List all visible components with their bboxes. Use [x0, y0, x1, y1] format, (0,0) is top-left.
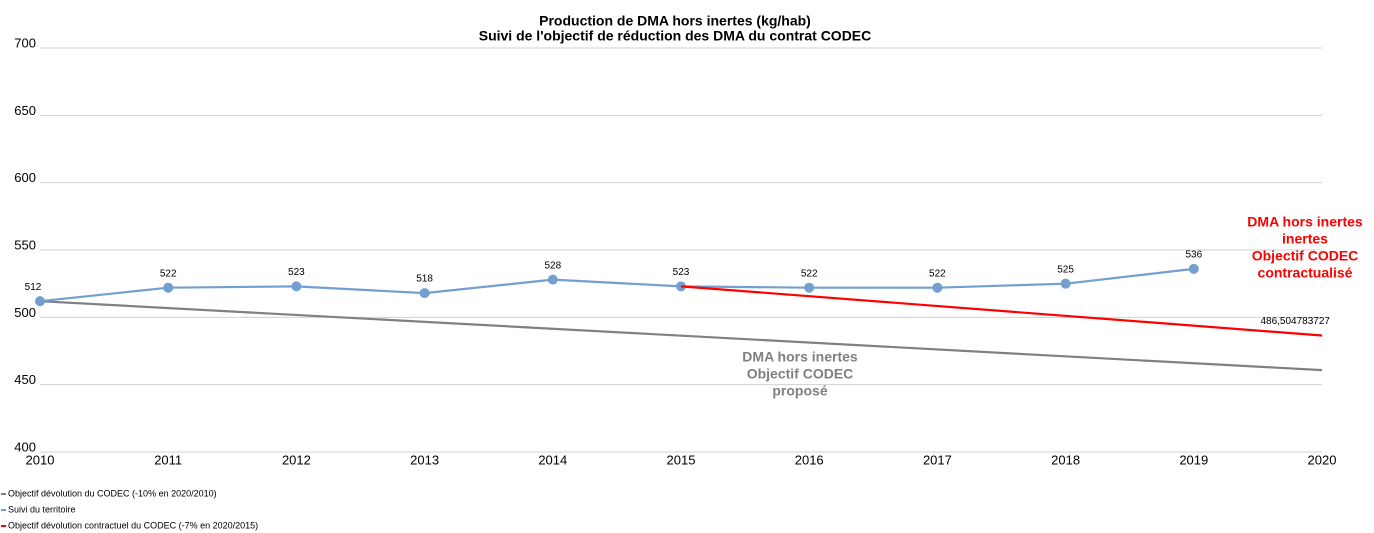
y-tick-label: 550: [14, 237, 36, 252]
point: [547, 274, 558, 285]
y-tick-label: 700: [14, 35, 36, 50]
data-label: 486,504783727: [1260, 316, 1330, 327]
point: [35, 296, 45, 307]
data-label: 525: [1057, 264, 1074, 275]
legend-label: Objectif dévolution du CODEC (-10% en 20…: [8, 488, 217, 498]
x-tick-label: 2015: [667, 452, 696, 467]
annotation: DMA hors inertes: [742, 349, 858, 365]
data-label: 536: [1185, 249, 1202, 260]
x-tick-label: 2010: [26, 452, 55, 467]
y-tick-label: 600: [14, 170, 36, 185]
x-tick-label: 2014: [538, 452, 567, 467]
series-line: [680, 285, 1323, 337]
x-tick-label: 2019: [1179, 452, 1208, 467]
data-label: 528: [544, 260, 561, 271]
point: [1188, 263, 1199, 274]
data-label: 512: [25, 282, 42, 293]
y-tick-label: 450: [14, 372, 36, 387]
legend-label: Suivi du territoire: [8, 504, 76, 514]
point: [163, 282, 174, 293]
x-tick-label: 2020: [1308, 452, 1337, 467]
legend-label: Objectif dévolution contractuel du CODEC…: [8, 520, 258, 530]
x-tick-label: 2017: [923, 452, 952, 467]
x-tick-label: 2018: [1051, 452, 1080, 467]
annotation: inertes: [1282, 231, 1328, 247]
chart-title: Production de DMA hors inertes (kg/hab): [539, 13, 811, 29]
y-tick-label: 650: [14, 103, 36, 118]
y-tick-label: 400: [14, 439, 36, 454]
data-label: 522: [929, 268, 946, 279]
point: [291, 281, 302, 292]
chart-subtitle: Suivi de l'objectif de réduction des DMA…: [479, 28, 872, 44]
point: [419, 288, 430, 299]
x-tick-label: 2016: [795, 452, 824, 467]
annotation: Objectif CODEC: [1252, 248, 1359, 264]
x-tick-label: 2011: [154, 452, 182, 467]
x-tick-label: 2012: [282, 452, 311, 467]
annotation: proposé: [772, 383, 827, 399]
data-label: 523: [288, 267, 305, 278]
series-line: [39, 300, 1323, 372]
annotation: contractualisé: [1258, 265, 1353, 281]
x-tick-label: 2013: [410, 452, 439, 467]
series-line: [39, 267, 1194, 303]
data-label: 523: [673, 267, 690, 278]
annotation: DMA hors inertes: [1247, 214, 1363, 230]
y-tick-label: 500: [14, 305, 36, 320]
data-label: 518: [416, 274, 433, 285]
data-label: 522: [160, 268, 177, 279]
point: [932, 282, 943, 293]
point: [804, 282, 815, 293]
annotation: Objectif CODEC: [747, 366, 854, 382]
point: [1060, 278, 1071, 289]
data-label: 522: [801, 268, 818, 279]
